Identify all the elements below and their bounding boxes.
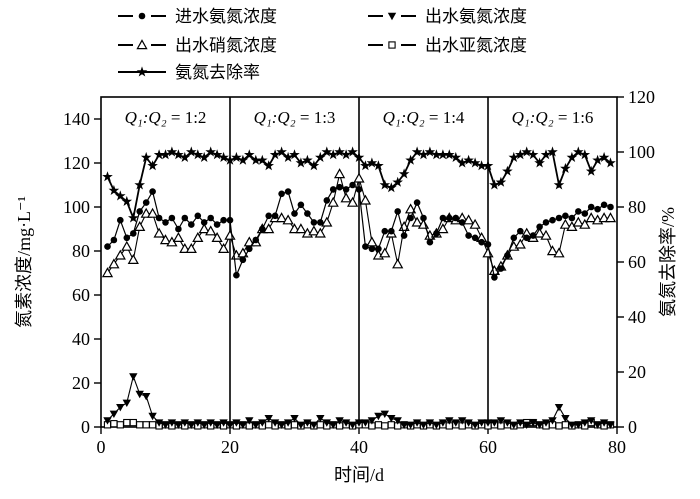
svg-text:40: 40 [72, 329, 90, 349]
svg-text:120: 120 [63, 153, 90, 173]
svg-text:20: 20 [221, 437, 239, 457]
svg-text:60: 60 [72, 285, 90, 305]
svg-text:0: 0 [97, 437, 106, 457]
svg-text:0: 0 [628, 417, 637, 437]
svg-text:60: 60 [628, 252, 646, 272]
legend-item: 出水硝氮浓度 [118, 36, 277, 55]
svg-text:80: 80 [72, 241, 90, 261]
y-axis-title-left: 氮素浓度/mg·L⁻¹ [14, 196, 34, 328]
svg-text:60: 60 [479, 437, 497, 457]
panel-label: Q₁:Q₂ = 1:4 [383, 108, 465, 127]
series-filled-circle [104, 181, 614, 281]
svg-text:40: 40 [628, 307, 646, 327]
series-filled-down-triangle [103, 373, 615, 429]
svg-text:20: 20 [72, 373, 90, 393]
legend-item: 氨氮去除率 [118, 63, 260, 82]
svg-text:140: 140 [63, 109, 90, 129]
svg-text:80: 80 [628, 197, 646, 217]
legend-item: 出水亚氮浓度 [368, 36, 527, 55]
panel-labels: Q₁:Q₂ = 1:2 Q₁:Q₂ = 1:3 Q₁:Q₂ = 1:4 Q₁:Q₂ =… [125, 108, 594, 127]
plot-area: Q₁:Q₂ = 1:2 Q₁:Q₂ = 1:3 Q₁:Q₂ = 1:4 Q₁:Q₂ =… [63, 7, 655, 457]
legend-label: 出水硝氮浓度 [175, 36, 277, 55]
y-axis-title-right: 氨氮去除率/% [658, 207, 678, 317]
svg-text:100: 100 [628, 142, 655, 162]
svg-text:120: 120 [628, 87, 655, 107]
legend-label: 出水亚氮浓度 [425, 36, 527, 55]
axis-ticks [94, 96, 624, 434]
svg-text:0: 0 [81, 417, 90, 437]
legend-label: 进水氨氮浓度 [175, 7, 277, 26]
svg-text:80: 80 [608, 437, 626, 457]
series-filled-star [102, 146, 616, 223]
legend-item: 出水氨氮浓度 [368, 7, 527, 26]
panel-dividers [229, 97, 489, 427]
panel-label: Q₁:Q₂ = 1:3 [254, 108, 336, 127]
legend-label: 出水氨氮浓度 [425, 7, 527, 26]
legend-item: 进水氨氮浓度 [118, 7, 277, 26]
x-axis-title: 时间/d [334, 465, 384, 485]
svg-text:100: 100 [63, 197, 90, 217]
tick-labels: 0 20 40 60 80 100 120 140 0 20 40 60 80 100 120 0 20 40 60… [63, 87, 655, 457]
panel-label: Q₁:Q₂ = 1:6 [512, 108, 594, 127]
panel-label: Q₁:Q₂ = 1:2 [125, 108, 207, 127]
svg-text:40: 40 [350, 437, 368, 457]
svg-text:20: 20 [628, 362, 646, 382]
legend-label: 氨氮去除率 [175, 63, 260, 82]
